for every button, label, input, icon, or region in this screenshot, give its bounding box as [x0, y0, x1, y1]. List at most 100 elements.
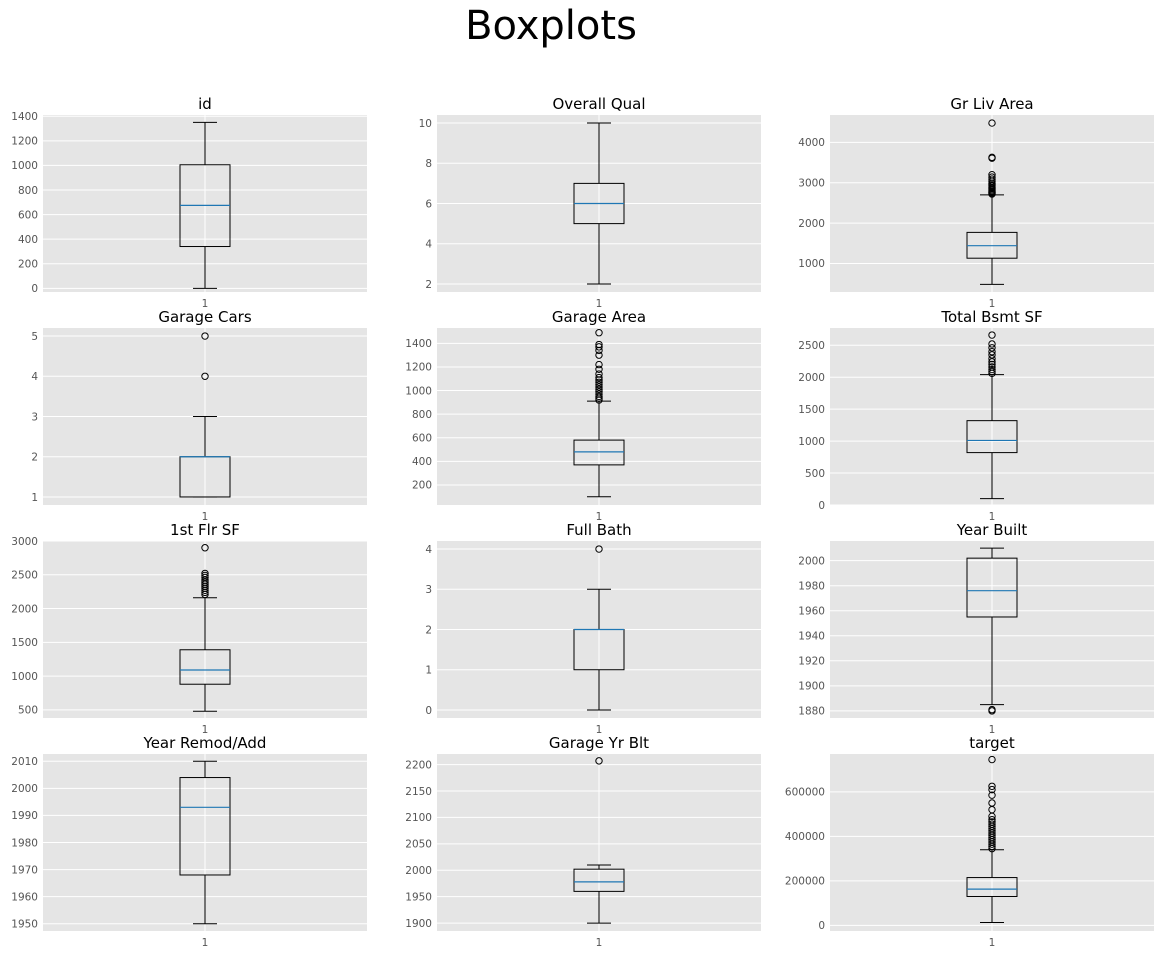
panel-3-ytick-label-0: 1000 [798, 258, 825, 270]
panel-9-ytick-label-4: 1960 [798, 606, 825, 618]
panel-12-ytick-label-2: 400000 [785, 831, 825, 843]
panel-12-ytick-label-1: 200000 [785, 876, 825, 888]
panel-9-ytick-label-6: 2000 [798, 555, 825, 567]
panel-3-outlier-16 [988, 153, 996, 162]
panel-8-ytick-label-3: 3 [425, 584, 432, 596]
panel-10-box [179, 777, 231, 876]
panel-12: 0 200000 400000 600000 target 1 [785, 734, 1154, 949]
panel-4: 1 2 3 4 5 Garage Cars 1 [31, 308, 367, 523]
panel-5-outlier-13 [595, 360, 603, 369]
panel-12-outlier-20 [988, 755, 996, 764]
panel-5-outlier-4 [595, 388, 603, 396]
panel-3-title: Gr Liv Area [950, 95, 1033, 113]
panel-2-title: Overall Qual [552, 95, 645, 113]
panel-8-outlier-0 [595, 545, 603, 553]
panel-2-ytick-label-1: 4 [425, 239, 432, 251]
panel-7-ytick-label-2: 1500 [11, 637, 38, 649]
panel-11-ytick-label-0: 1900 [405, 918, 432, 930]
panel-6-outlier-3 [988, 363, 996, 371]
panel-8-ytick-label-0: 0 [425, 705, 432, 717]
panel-4-ytick-label-4: 5 [31, 331, 38, 343]
panel-3-outlier-12 [988, 175, 996, 183]
panel-1-ytick-label-7: 1400 [11, 111, 38, 123]
panel-5-outlier-5 [595, 385, 603, 394]
panel-5-ytick-label-2: 600 [412, 433, 432, 445]
panel-5-outlier-12 [595, 365, 603, 373]
panel-10-ytick-label-5: 2000 [11, 783, 38, 795]
panel-5-outlier-18 [595, 329, 603, 337]
panel-2: 2 4 6 8 10 Overall Qual 1 [419, 95, 761, 310]
panel-1-ytick-label-0: 0 [31, 283, 38, 295]
panel-1-ytick-label-3: 600 [18, 209, 38, 221]
panel-7-box [179, 649, 231, 685]
panel-12-outlier-19 [988, 782, 996, 790]
panel-6-ytick-label-1: 500 [805, 468, 825, 480]
panel-11-ytick-label-4: 2100 [405, 812, 432, 824]
panel-9-ytick-label-5: 1980 [798, 580, 825, 592]
panel-6-outlier-2 [988, 365, 996, 374]
panel-8-xtick-label: 1 [596, 724, 603, 736]
panel-12-ytick-label-0: 0 [818, 920, 825, 932]
panel-8: 0 1 2 3 4 Full Bath 1 [425, 521, 761, 736]
panel-5-outlier-3 [595, 390, 603, 398]
panel-9-xtick-label: 1 [989, 724, 996, 736]
panel-2-ytick-label-0: 2 [425, 279, 432, 291]
panel-6-outlier-4 [988, 360, 996, 369]
panel-4-ytick-label-3: 4 [31, 371, 38, 383]
panel-4-ytick-label-1: 2 [31, 452, 38, 464]
panel-8-ytick-label-1: 1 [425, 665, 432, 677]
panel-8-ytick-label-4: 4 [425, 544, 432, 556]
panel-9: 1880 1900 1920 1940 1960 1980 2000 Year Built 1 [798, 521, 1154, 736]
panel-5-outlier-6 [595, 383, 603, 391]
panel-2-ytick-label-4: 10 [419, 118, 432, 130]
panel-4-outlier-1 [201, 332, 209, 340]
panel-5-xtick-label: 1 [596, 511, 603, 523]
panel-5-title: Garage Area [552, 308, 646, 326]
panel-3-ytick-label-2: 3000 [798, 178, 825, 190]
panel-6-outlier-10 [988, 340, 996, 348]
panel-12-outlier-11 [988, 820, 996, 828]
panel-12-xtick-label: 1 [989, 937, 996, 949]
panel-1-ytick-label-4: 800 [18, 185, 38, 197]
panel-11-ytick-label-5: 2150 [405, 786, 432, 798]
panel-8-ytick-label-2: 2 [425, 624, 432, 636]
panel-7-outlier-11 [201, 544, 209, 552]
panel-6-outlier-1 [988, 367, 996, 376]
panel-12-title: target [969, 734, 1015, 752]
panel-7-outlier-9 [201, 571, 209, 580]
panel-7: 500 1000 1500 2000 2500 3000 1st Flr SF 1 [11, 521, 367, 736]
panel-12-outlier-12 [988, 818, 996, 826]
panel-11: 1900 1950 2000 2050 2100 2150 2200 Garage Yr Bl… [405, 734, 761, 949]
panel-7-ytick-label-5: 3000 [11, 536, 38, 548]
panel-6-outlier-6 [988, 354, 996, 363]
panel-9-ytick-label-0: 1880 [798, 706, 825, 718]
panel-10: 1950 1960 1970 1980 1990 2000 2010 Year Remod/A… [11, 734, 367, 949]
panel-12-outlier-17 [988, 791, 996, 799]
panel-6-box [966, 420, 1018, 454]
panel-3-outlier-14 [988, 170, 996, 179]
panel-4-outlier-0 [201, 372, 209, 380]
panel-12-outlier-16 [988, 799, 996, 807]
panel-3-xtick-label: 1 [989, 298, 996, 310]
panel-7-ytick-label-3: 2000 [11, 603, 38, 615]
panel-5-ytick-label-3: 800 [412, 409, 432, 421]
panel-5-outlier-16 [595, 343, 603, 351]
panel-11-outlier-0 [595, 757, 603, 765]
panel-2-xtick-label: 1 [596, 298, 603, 310]
panel-3-outlier-17 [988, 119, 996, 127]
panel-5-outlier-14 [595, 351, 603, 359]
panel-7-ytick-label-4: 2500 [11, 570, 38, 582]
panel-11-title: Garage Yr Blt [549, 734, 649, 752]
panel-10-title: Year Remod/Add [143, 734, 267, 752]
panel-10-ytick-label-6: 2010 [11, 756, 38, 768]
panel-7-ytick-label-0: 500 [18, 705, 38, 717]
panel-9-ytick-label-2: 1920 [798, 656, 825, 668]
panel-6: 0 500 1000 1500 2000 2500 Total Bsmt SF 1 [798, 308, 1154, 523]
panel-1: 0 200 400 600 800 1000 1200 1400 id 1 [11, 95, 367, 310]
panel-3-ytick-label-1: 2000 [798, 218, 825, 230]
panel-9-outlier-1 [988, 705, 996, 714]
panel-1-ytick-label-2: 400 [18, 234, 38, 246]
panel-8-title: Full Bath [566, 521, 631, 539]
figure-title: Boxplots [465, 3, 637, 49]
